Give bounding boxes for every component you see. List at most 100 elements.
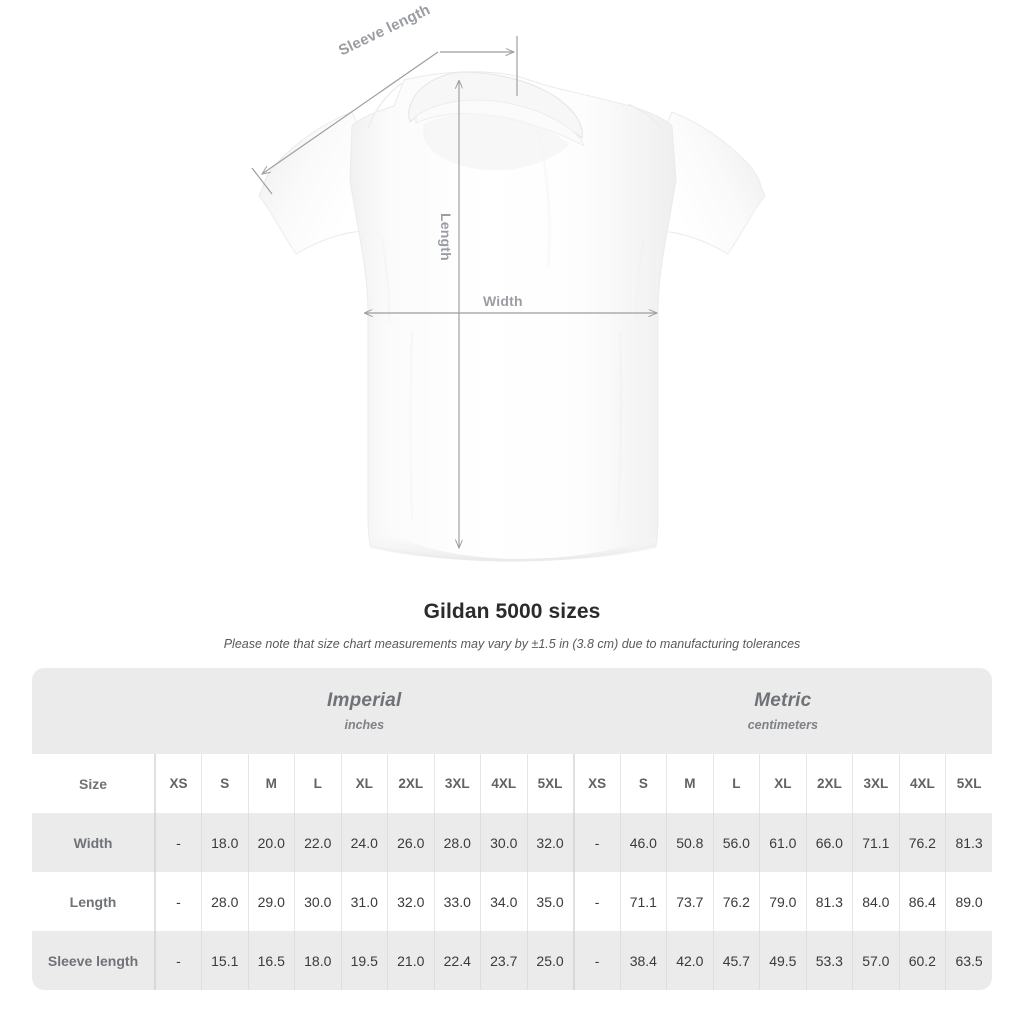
length-imperial-xl: 31.0 <box>341 872 388 931</box>
tshirt-left-shoulder-seam <box>367 81 405 129</box>
size-chart-body: Size XS S M L XL 2XL 3XL 4XL 5XL XS S M … <box>32 754 993 990</box>
length-metric-4xl: 86.4 <box>899 872 947 931</box>
size-header-imperial-s: S <box>201 754 249 813</box>
tshirt-right-sleeve <box>655 111 766 255</box>
size-header-imperial-2xl: 2XL <box>387 754 435 813</box>
metric-system-label: Metric <box>754 690 812 711</box>
sleeve-imperial-xs: - <box>155 931 202 990</box>
width-imperial-s: 18.0 <box>201 813 249 872</box>
sleeve-metric-4xl: 60.2 <box>899 931 947 990</box>
tshirt-hem <box>368 524 656 562</box>
length-imperial-xs: - <box>155 872 202 931</box>
size-header-metric-xs: XS <box>573 754 621 813</box>
sleeve-imperial-5xl: 25.0 <box>527 931 575 990</box>
page-title: Gildan 5000 sizes <box>423 600 601 623</box>
length-imperial-l: 30.0 <box>294 872 342 931</box>
length-metric-2xl: 81.3 <box>806 872 854 931</box>
row-label-length: Length <box>32 872 156 931</box>
table-row-width: Width - 18.0 20.0 22.0 24.0 26.0 28.0 30… <box>32 813 993 872</box>
sleeve-imperial-2xl: 21.0 <box>387 931 435 990</box>
width-imperial-xl: 24.0 <box>341 813 388 872</box>
width-imperial-3xl: 28.0 <box>434 813 481 872</box>
sleeve-metric-m: 42.0 <box>666 931 714 990</box>
size-chart-table-wrap: Imperial inches Metric centimeters Size … <box>32 668 993 990</box>
length-imperial-2xl: 32.0 <box>387 872 435 931</box>
width-metric-l: 56.0 <box>713 813 761 872</box>
size-header-metric-2xl: 2XL <box>806 754 854 813</box>
imperial-system-label: Imperial <box>327 690 402 711</box>
length-metric-s: 71.1 <box>620 872 668 931</box>
sleeve-imperial-4xl: 23.7 <box>480 931 528 990</box>
sleeve-metric-xl: 49.5 <box>759 931 807 990</box>
length-metric-m: 73.7 <box>666 872 714 931</box>
sleeve-imperial-3xl: 22.4 <box>434 931 481 990</box>
length-metric-5xl: 89.0 <box>945 872 993 931</box>
table-row-sleeve-length: Sleeve length - 15.1 16.5 18.0 19.5 21.0… <box>32 931 993 990</box>
length-imperial-5xl: 35.0 <box>527 872 575 931</box>
width-metric-xs: - <box>573 813 621 872</box>
size-header-metric-l: L <box>713 754 761 813</box>
length-imperial-3xl: 33.0 <box>434 872 481 931</box>
sleeve-metric-l: 45.7 <box>713 931 761 990</box>
metric-unit-label: centimeters <box>747 718 818 732</box>
unit-band-spacer <box>32 668 155 754</box>
length-metric-l: 76.2 <box>713 872 761 931</box>
width-imperial-m: 20.0 <box>248 813 295 872</box>
size-header-imperial-4xl: 4XL <box>480 754 528 813</box>
tshirt-measurement-illustration: Sleeve length Length Width <box>251 1 766 562</box>
size-header-row: Size XS S M L XL 2XL 3XL 4XL 5XL XS S M … <box>32 754 993 813</box>
size-header-imperial-l: L <box>294 754 342 813</box>
tolerance-note: Please note that size chart measurements… <box>223 637 801 651</box>
sleeve-imperial-l: 18.0 <box>294 931 342 990</box>
sleeve-imperial-xl: 19.5 <box>341 931 388 990</box>
row-label-width: Width <box>32 813 156 872</box>
tshirt-svg <box>251 36 766 562</box>
measurement-lines <box>251 36 657 548</box>
size-header-metric-3xl: 3XL <box>852 754 900 813</box>
metric-header-cell: Metric centimeters <box>573 668 993 754</box>
size-header-imperial-5xl: 5XL <box>527 754 575 813</box>
width-metric-3xl: 71.1 <box>852 813 900 872</box>
imperial-unit-label: inches <box>344 718 385 732</box>
size-header-metric-xl: XL <box>759 754 807 813</box>
unit-system-band: Imperial inches Metric centimeters <box>32 668 993 754</box>
imperial-header-cell: Imperial inches <box>155 668 574 754</box>
width-metric-s: 46.0 <box>620 813 668 872</box>
width-imperial-4xl: 30.0 <box>480 813 528 872</box>
sleeve-metric-5xl: 63.5 <box>945 931 993 990</box>
width-metric-5xl: 81.3 <box>945 813 993 872</box>
size-chart-table: Imperial inches Metric centimeters Size … <box>32 668 993 990</box>
width-metric-4xl: 76.2 <box>899 813 947 872</box>
sleeve-imperial-s: 15.1 <box>201 931 249 990</box>
size-header-imperial-xs: XS <box>155 754 202 813</box>
width-imperial-2xl: 26.0 <box>387 813 435 872</box>
tshirt-graphic <box>258 71 766 562</box>
sleeve-cuff-tick <box>251 167 273 195</box>
size-header-metric-s: S <box>620 754 668 813</box>
title-block: Gildan 5000 sizes Please note that size … <box>0 600 1024 651</box>
width-imperial-l: 22.0 <box>294 813 342 872</box>
length-metric-xl: 79.0 <box>759 872 807 931</box>
sleeve-imperial-m: 16.5 <box>248 931 295 990</box>
length-imperial-4xl: 34.0 <box>480 872 528 931</box>
table-row-length: Length - 28.0 29.0 30.0 31.0 32.0 33.0 3… <box>32 872 993 931</box>
size-header-metric-m: M <box>666 754 714 813</box>
row-label-sleeve-length: Sleeve length <box>32 931 156 990</box>
size-row-label: Size <box>32 754 156 813</box>
length-imperial-s: 28.0 <box>201 872 249 931</box>
width-metric-xl: 61.0 <box>759 813 807 872</box>
sleeve-diagonal-line <box>262 51 439 174</box>
tshirt-right-shoulder-seam <box>627 103 661 129</box>
sleeve-metric-3xl: 57.0 <box>852 931 900 990</box>
tshirt-left-sleeve <box>258 111 369 255</box>
size-header-metric-5xl: 5XL <box>945 754 993 813</box>
size-header-imperial-3xl: 3XL <box>434 754 481 813</box>
length-imperial-m: 29.0 <box>248 872 295 931</box>
width-metric-m: 50.8 <box>666 813 714 872</box>
length-metric-3xl: 84.0 <box>852 872 900 931</box>
size-header-imperial-xl: XL <box>341 754 388 813</box>
size-header-metric-4xl: 4XL <box>899 754 947 813</box>
size-header-imperial-m: M <box>248 754 295 813</box>
width-imperial-5xl: 32.0 <box>527 813 575 872</box>
